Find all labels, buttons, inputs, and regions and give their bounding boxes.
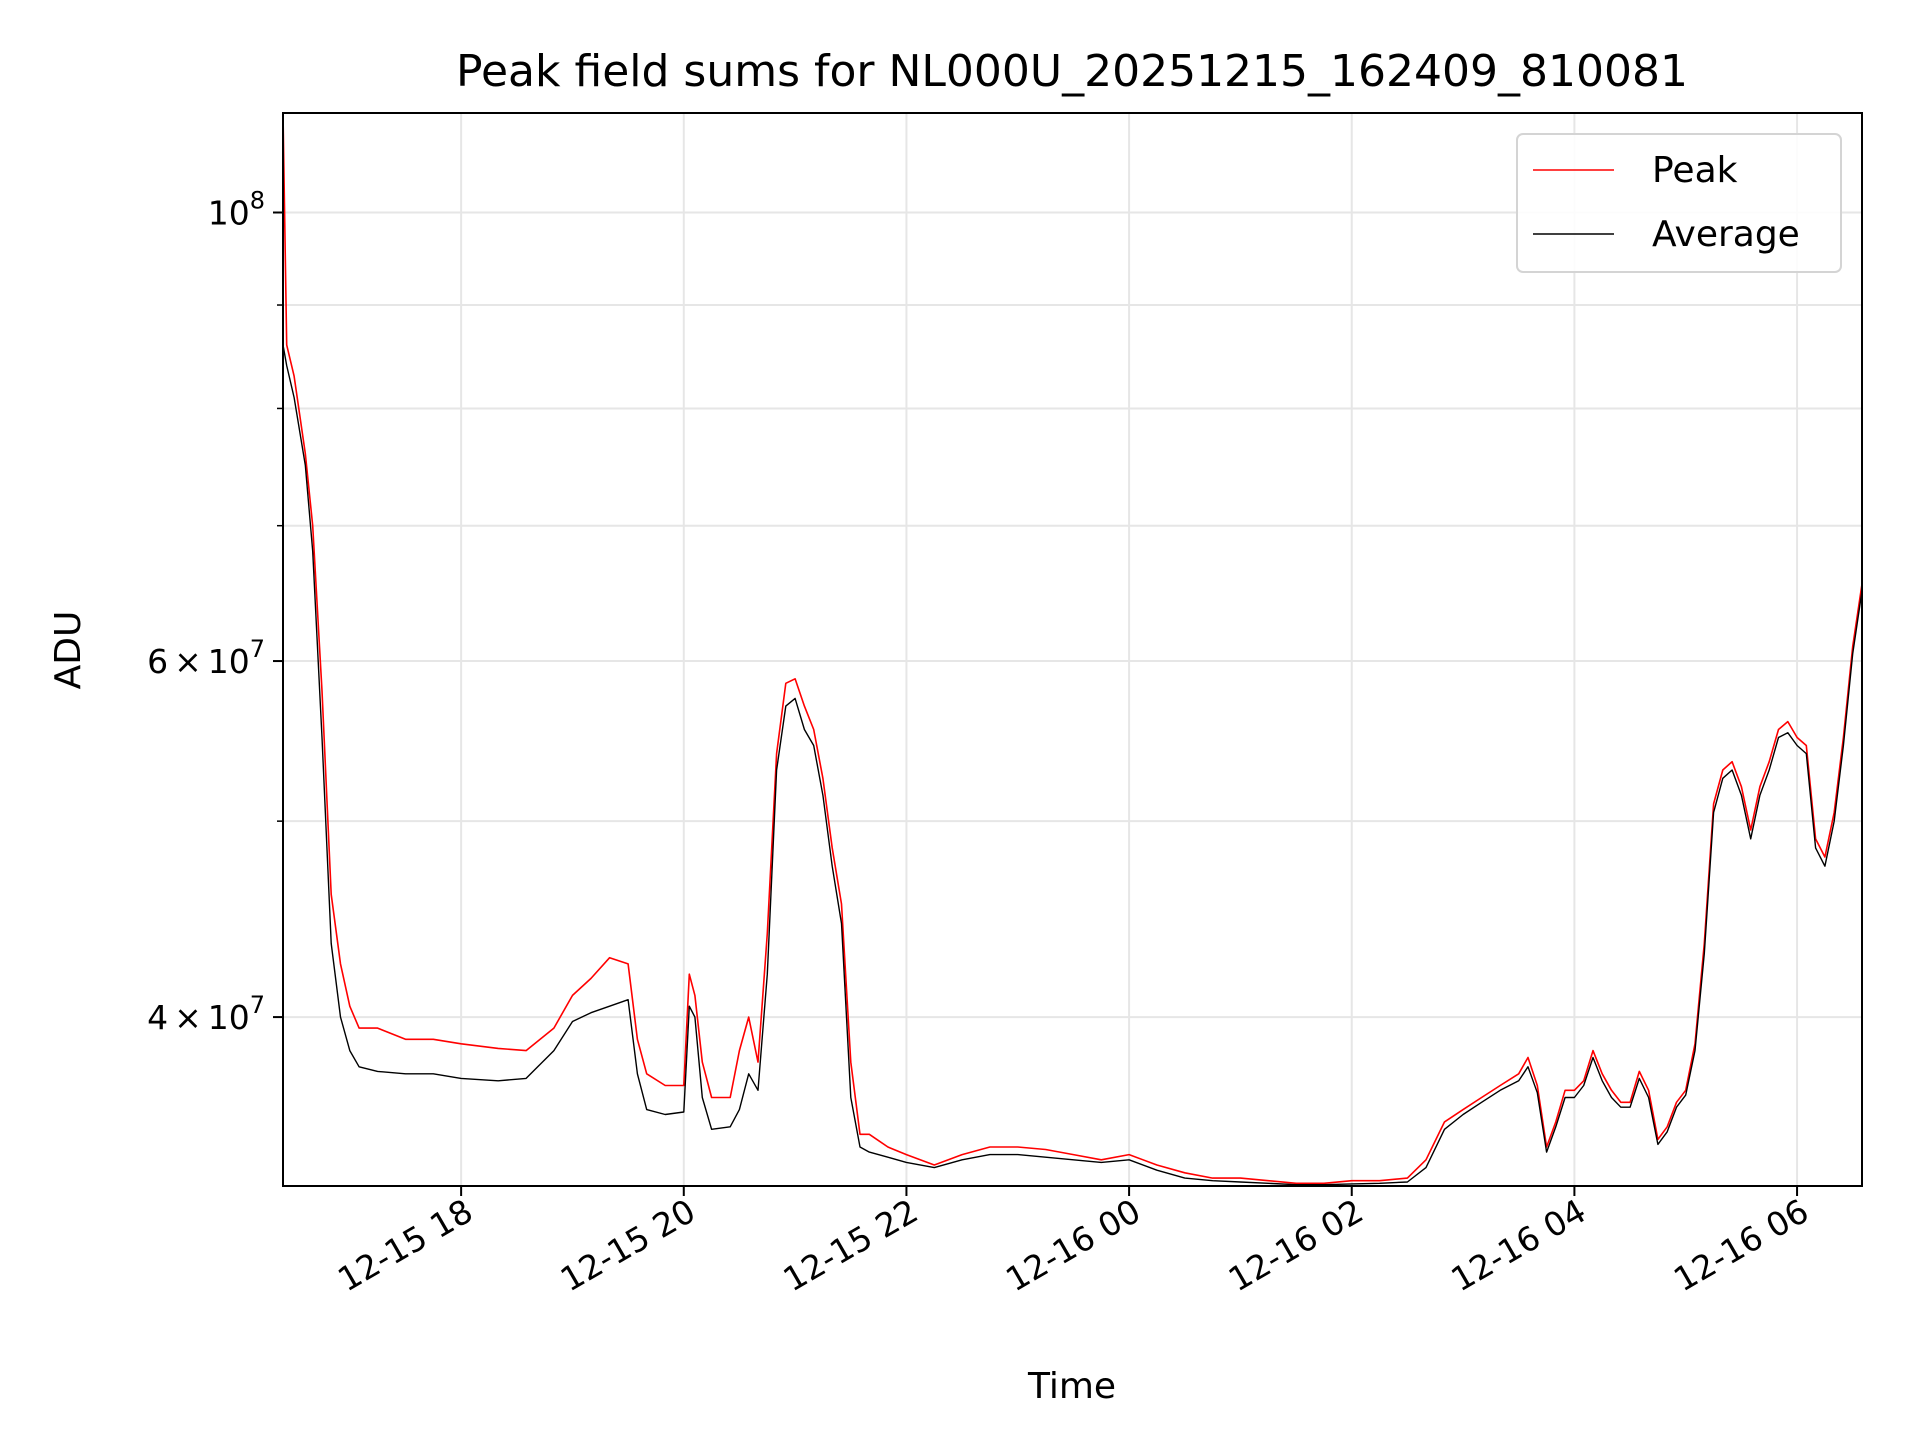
y-tick-label: 4 × 107 [147, 991, 265, 1037]
y-axis: 4 × 107 6 × 107 108 [147, 187, 283, 1037]
y-tick-label: 108 [208, 187, 265, 233]
legend-box [1516, 133, 1842, 273]
chart-title: Peak field sums for NL000U_20251215_1624… [456, 46, 1688, 97]
series-line-peak [283, 113, 1862, 1185]
plot-frame [282, 112, 1863, 1187]
y-tick-label: 6 × 107 [147, 635, 265, 681]
x-axis-label: Time [1027, 1366, 1116, 1407]
legend: Peak Average [1516, 133, 1842, 273]
legend-label-average: Average [1652, 214, 1800, 255]
y-axis-label: ADU [48, 611, 89, 690]
series-layer [283, 113, 1862, 1186]
series-line-average [283, 344, 1862, 1186]
legend-label-peak: Peak [1652, 150, 1738, 191]
grid [283, 113, 1862, 1186]
